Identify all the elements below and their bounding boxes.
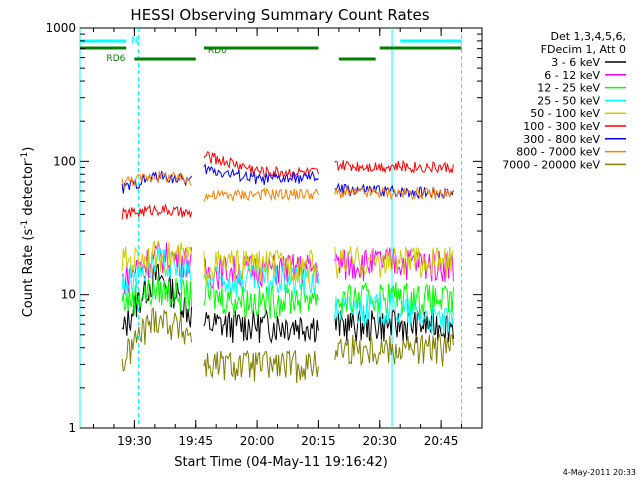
legend: Det 1,3,4,5,6, FDecim 1, Att 0 3 - 6 keV…: [502, 30, 626, 171]
legend-label-7: 800 - 7000 keV: [516, 146, 600, 159]
flag-label-rd6: RD6: [106, 54, 125, 64]
flag-label-n: N: [131, 36, 138, 46]
x-axis-label: Start Time (04-May-11 19:16:42): [174, 455, 388, 470]
y-label-sup1: -1: [20, 220, 30, 229]
y-label-sup2: -1: [20, 152, 30, 161]
legend-label-0: 3 - 6 keV: [551, 56, 600, 69]
x-tick-label-1: 19:30: [117, 434, 152, 448]
legend-label-2: 12 - 25 keV: [537, 82, 600, 95]
y-tick-label-4: 1000: [45, 21, 76, 35]
y-tick-label-2: 10: [61, 288, 76, 302]
x-tick-label-4: 20:15: [301, 434, 336, 448]
legend-header-line2: FDecim 1, Att 0: [541, 43, 626, 56]
legend-label-1: 6 - 12 keV: [544, 69, 600, 82]
legend-label-3: 25 - 50 keV: [537, 94, 600, 107]
legend-header-line1: Det 1,3,4,5,6,: [550, 30, 626, 43]
vertical-markers: [79, 28, 463, 428]
y-label-main: Count Rate (s: [21, 229, 36, 318]
legend-label-8: 7000 - 20000 keV: [502, 158, 600, 171]
series-4-line: [121, 240, 454, 284]
chart-title: HESSI Observing Summary Count Rates: [130, 6, 429, 24]
legend-label-6: 300 - 800 keV: [523, 133, 600, 146]
series-2-line: [121, 276, 454, 319]
x-tick-label-6: 20:45: [424, 434, 459, 448]
y-label-end: ): [21, 147, 36, 152]
y-tick-label-1: 1: [68, 421, 76, 435]
flag-label-rd0: RD0: [208, 46, 227, 56]
x-tick-label-3: 20:00: [240, 434, 275, 448]
y-axis: 1 10 100 1000: [45, 21, 482, 435]
legend-label-4: 50 - 100 keV: [530, 107, 600, 120]
legend-label-5: 100 - 300 keV: [523, 120, 600, 133]
x-tick-label-2: 19:45: [178, 434, 213, 448]
series-5-line: [121, 151, 454, 220]
y-label-mid: detector: [21, 160, 36, 220]
series-lines: [121, 151, 454, 384]
flag-bars: N RD0 RD6: [80, 36, 462, 64]
series-8-line: [121, 306, 454, 384]
footer-date: 4-May-2011 20:33: [563, 468, 636, 477]
y-axis-label: Count Rate (s-1 detector-1): [20, 147, 36, 318]
series-7-line: [121, 170, 454, 202]
x-axis: 19:30 19:45 20:00 20:15 20:30 20:45: [92, 28, 463, 448]
x-tick-label-5: 20:30: [362, 434, 397, 448]
y-tick-label-3: 100: [53, 154, 76, 168]
